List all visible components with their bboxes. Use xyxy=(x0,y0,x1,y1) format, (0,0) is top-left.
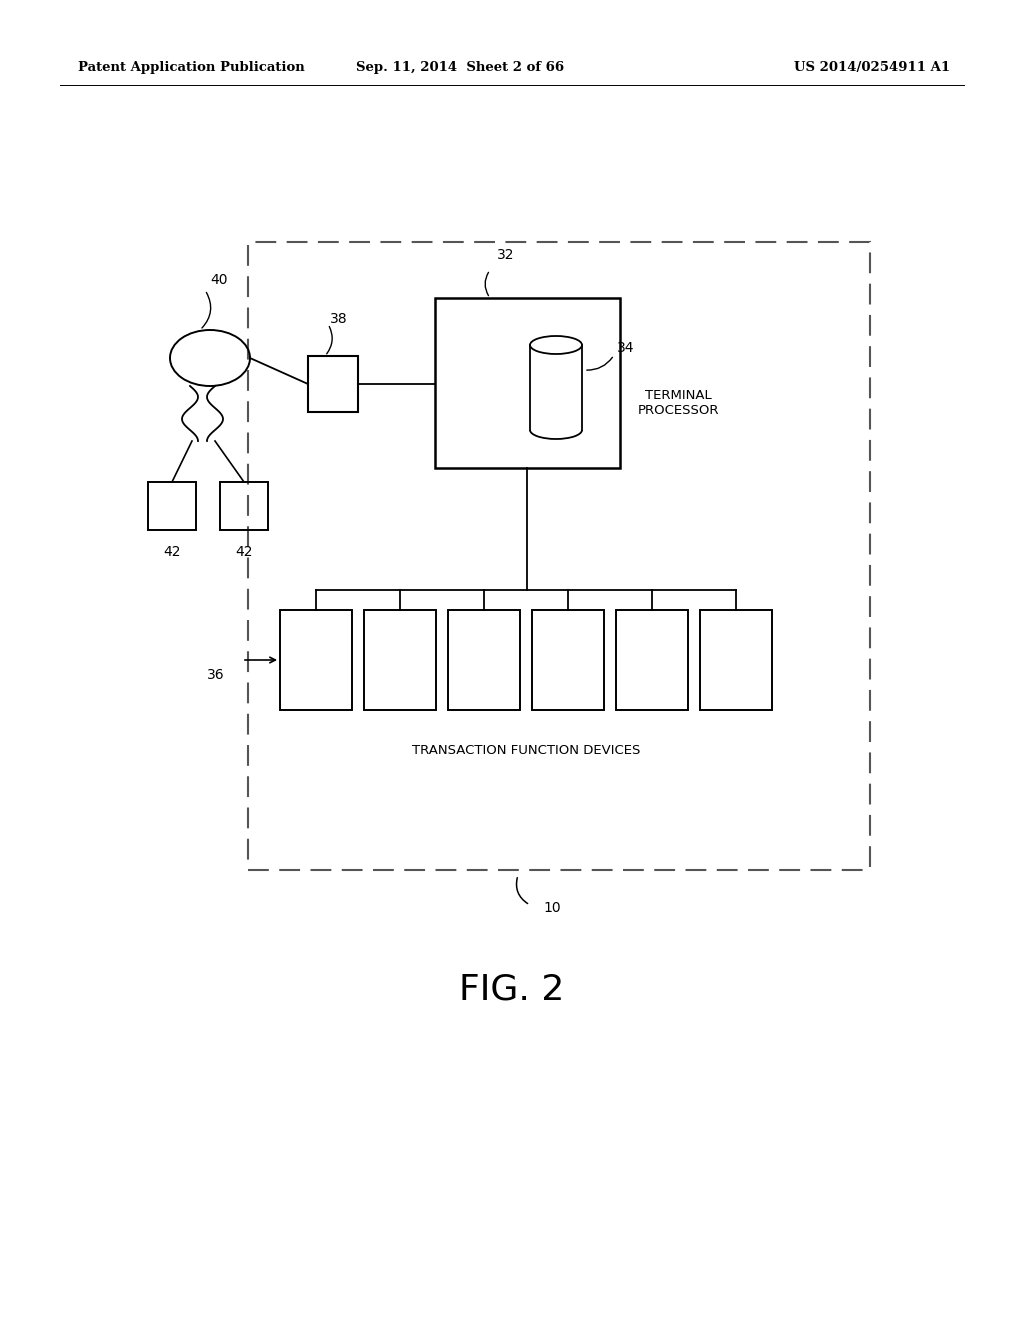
Bar xyxy=(364,610,436,710)
Text: 38: 38 xyxy=(330,312,347,326)
Text: 42: 42 xyxy=(163,545,181,558)
Text: 10: 10 xyxy=(543,902,560,915)
Text: 42: 42 xyxy=(236,545,253,558)
Text: TERMINAL
PROCESSOR: TERMINAL PROCESSOR xyxy=(638,389,720,417)
Ellipse shape xyxy=(530,337,582,354)
Bar xyxy=(308,356,358,412)
Text: TRANSACTION FUNCTION DEVICES: TRANSACTION FUNCTION DEVICES xyxy=(412,743,640,756)
Text: 36: 36 xyxy=(208,668,225,682)
Text: US 2014/0254911 A1: US 2014/0254911 A1 xyxy=(794,62,950,74)
Bar xyxy=(435,298,620,469)
Bar xyxy=(148,482,196,531)
Bar xyxy=(280,610,352,710)
Bar xyxy=(616,610,688,710)
Text: FIG. 2: FIG. 2 xyxy=(460,973,564,1007)
Text: 32: 32 xyxy=(497,248,514,261)
Bar xyxy=(532,610,604,710)
Text: Sep. 11, 2014  Sheet 2 of 66: Sep. 11, 2014 Sheet 2 of 66 xyxy=(356,62,564,74)
Bar xyxy=(700,610,772,710)
Text: Patent Application Publication: Patent Application Publication xyxy=(78,62,305,74)
Text: 40: 40 xyxy=(210,273,227,286)
Bar xyxy=(449,610,520,710)
Text: 34: 34 xyxy=(617,341,635,355)
Bar xyxy=(220,482,268,531)
